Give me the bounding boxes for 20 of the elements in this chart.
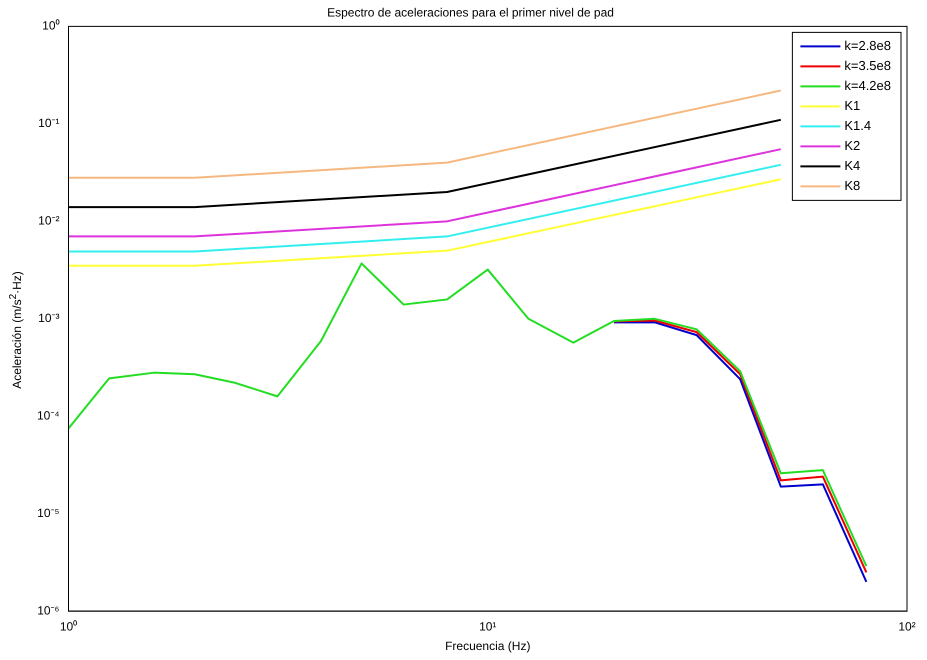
legend-label: K1	[844, 98, 860, 113]
y-tick-label: 10⁰	[42, 18, 60, 33]
y-tick-label: 10⁻⁶	[37, 604, 60, 618]
y-tick-label: 10⁻³	[38, 311, 60, 326]
legend-label: K4	[844, 158, 860, 173]
legend-label: k=4.2e8	[844, 78, 891, 93]
legend-label: K1.4	[844, 118, 872, 133]
y-tick-label: 10⁻²	[38, 214, 60, 228]
x-axis-title: Frecuencia (Hz)	[445, 639, 530, 654]
legend-label: k=2.8e8	[844, 38, 891, 53]
legend-label: k=3.5e8	[844, 58, 891, 73]
chart-title: Espectro de aceleraciones para el primer nivel de pad	[327, 6, 614, 20]
legend-label: K2	[844, 138, 860, 153]
legend-label: K8	[844, 178, 860, 193]
y-tick-label: 10⁻⁵	[37, 506, 60, 520]
x-tick-label: 10⁰	[60, 620, 78, 634]
y-tick-label: 10⁻⁴	[36, 408, 60, 423]
x-tick-label: 10¹	[479, 620, 496, 634]
y-tick-label: 10⁻¹	[38, 116, 60, 130]
x-tick-label: 10²	[898, 620, 916, 634]
